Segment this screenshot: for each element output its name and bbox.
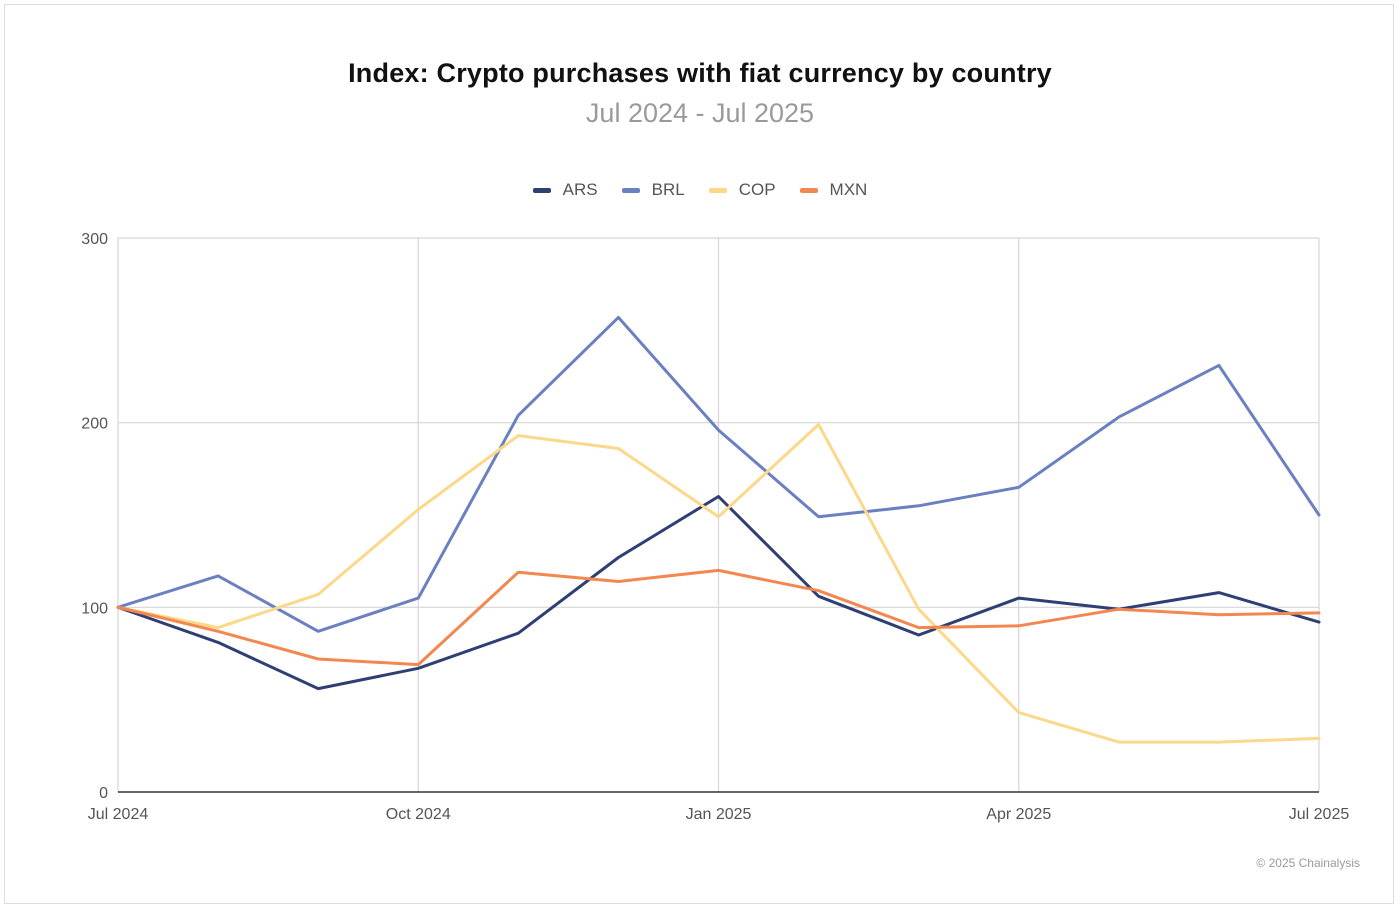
legend-swatch-mxn — [799, 187, 818, 193]
y-tick-label-300: 300 — [81, 231, 108, 248]
legend-swatch-ars — [532, 187, 551, 193]
x-tick-label-4: Jul 2025 — [1289, 806, 1350, 823]
legend-item-brl[interactable]: BRL — [621, 180, 685, 200]
y-tick-label-100: 100 — [81, 600, 108, 617]
legend-item-mxn[interactable]: MXN — [799, 180, 868, 200]
series-line-mxn — [116, 568, 1321, 667]
legend-label-brl: BRL — [651, 180, 685, 199]
copyright-text: © 2025 Chainalysis — [1256, 856, 1360, 870]
legend-label-ars: ARS — [562, 180, 598, 199]
y-tick-label-0: 0 — [99, 785, 108, 802]
legend-item-ars[interactable]: ARS — [532, 180, 598, 200]
chart-subtitle: Jul 2024 - Jul 2025 — [585, 98, 815, 128]
chart-title: Index: Crypto purchases with fiat curren… — [348, 58, 1052, 88]
chart-frame — [4, 4, 1394, 904]
legend-swatch-brl — [621, 187, 640, 193]
series-line-cop — [116, 423, 1321, 744]
legend-item-cop[interactable]: COP — [708, 180, 776, 200]
legend: ARS BRL COP MXN — [0, 180, 1400, 200]
legend-label-mxn: MXN — [829, 180, 868, 199]
x-tick-label-3: Apr 2025 — [986, 806, 1051, 823]
x-tick-label-2: Jan 2025 — [686, 806, 752, 823]
legend-label-cop: COP — [738, 180, 776, 199]
x-tick-label-1: Oct 2024 — [386, 806, 451, 823]
series-line-brl — [116, 315, 1321, 633]
x-tick-label-0: Jul 2024 — [88, 806, 149, 823]
y-tick-label-200: 200 — [81, 416, 108, 433]
legend-swatch-cop — [708, 187, 727, 193]
